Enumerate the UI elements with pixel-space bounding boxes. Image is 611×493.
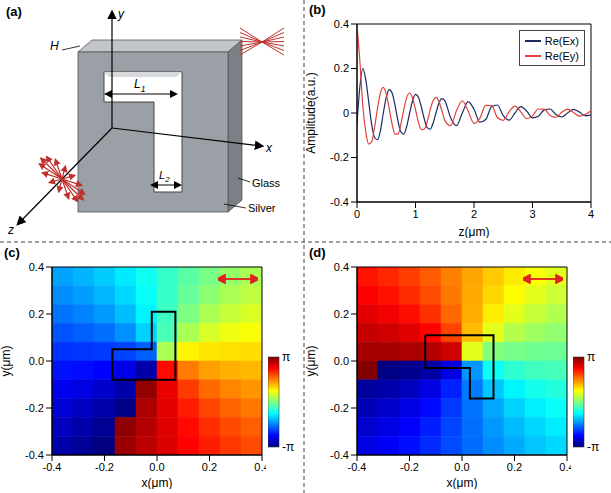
svg-text:-π: -π — [587, 440, 599, 454]
svg-text:0.2: 0.2 — [507, 461, 522, 473]
svg-text:0.4: 0.4 — [254, 461, 266, 473]
svg-text:-0.4: -0.4 — [348, 461, 367, 473]
svg-text:x(μm): x(μm) — [447, 476, 478, 489]
svg-text:0: 0 — [343, 107, 349, 119]
svg-text:0.4: 0.4 — [334, 18, 349, 30]
html-text:Re(Ey): Re(Ey) — [544, 49, 579, 62]
svg-text:-0.2: -0.2 — [95, 461, 114, 473]
svg-text:y: y — [117, 7, 125, 21]
svg-text:0.2: 0.2 — [334, 308, 349, 320]
svg-text:y(μm): y(μm) — [0, 346, 13, 377]
svg-text:-0.4: -0.4 — [330, 449, 349, 461]
svg-text:Glass: Glass — [252, 177, 281, 189]
svg-text:y(μm): y(μm) — [305, 346, 318, 377]
svg-text:z(μm): z(μm) — [459, 225, 490, 238]
html-text:(b): (b) — [309, 2, 326, 17]
svg-text:3: 3 — [529, 208, 535, 220]
svg-text:0.0: 0.0 — [29, 355, 44, 367]
svg-text:-0.2: -0.2 — [25, 402, 44, 414]
svg-text:0.4: 0.4 — [559, 461, 571, 473]
svg-text:0.2: 0.2 — [334, 62, 349, 74]
svg-text:L2: L2 — [159, 169, 170, 184]
svg-text:-0.2: -0.2 — [330, 402, 349, 414]
html-text:Re(Ex): Re(Ex) — [544, 34, 579, 47]
svg-text:x(μm): x(μm) — [142, 476, 173, 489]
svg-text:Amplitude(a.u.): Amplitude(a.u.) — [305, 72, 318, 153]
svg-text:z: z — [7, 223, 14, 237]
svg-text:0.0: 0.0 — [454, 461, 469, 473]
svg-text:Silver: Silver — [248, 202, 276, 214]
svg-text:0.0: 0.0 — [149, 461, 164, 473]
svg-text:0.2: 0.2 — [202, 461, 217, 473]
svg-text:L1: L1 — [134, 77, 146, 94]
svg-text:0.4: 0.4 — [334, 261, 349, 273]
svg-text:-0.4: -0.4 — [330, 196, 349, 208]
svg-text:-π: -π — [282, 440, 294, 454]
svg-text:2: 2 — [471, 208, 477, 220]
svg-text:0.4: 0.4 — [29, 261, 44, 273]
svg-text:-0.2: -0.2 — [400, 461, 419, 473]
svg-text:-0.2: -0.2 — [330, 151, 349, 163]
html-text:(d): (d) — [309, 245, 326, 260]
svg-text:π: π — [282, 350, 290, 364]
svg-text:0: 0 — [354, 208, 360, 220]
svg-text:H: H — [50, 39, 59, 53]
svg-text:0.0: 0.0 — [334, 355, 349, 367]
svg-text:π: π — [587, 350, 595, 364]
svg-text:-0.4: -0.4 — [25, 449, 44, 461]
svg-text:-0.4: -0.4 — [43, 461, 62, 473]
svg-text:4: 4 — [588, 208, 594, 220]
svg-text:x: x — [265, 141, 273, 155]
svg-text:0.2: 0.2 — [29, 308, 44, 320]
svg-text:(a): (a) — [6, 4, 22, 19]
svg-text:1: 1 — [412, 208, 418, 220]
html-text:(c): (c) — [4, 245, 20, 260]
